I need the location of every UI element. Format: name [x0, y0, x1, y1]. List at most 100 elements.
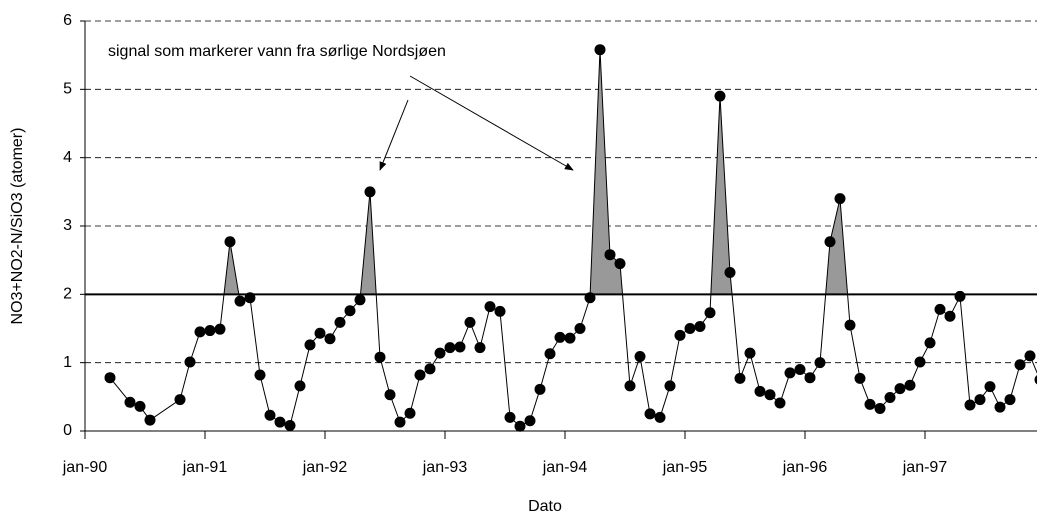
point	[674, 329, 686, 341]
point	[974, 394, 986, 406]
x-tick-label: jan-93	[422, 459, 468, 476]
point	[914, 356, 926, 368]
point	[564, 332, 576, 344]
point	[184, 356, 196, 368]
point	[134, 400, 146, 412]
point	[434, 347, 446, 359]
point	[804, 372, 816, 384]
point	[594, 44, 606, 56]
point	[624, 380, 636, 392]
point	[254, 369, 266, 381]
y-tick-label: 4	[63, 149, 72, 166]
point	[604, 249, 616, 261]
point	[1034, 375, 1037, 385]
point	[354, 294, 366, 306]
x-tick-label: jan-92	[302, 459, 348, 476]
point	[574, 323, 586, 334]
point	[464, 316, 476, 328]
point	[514, 420, 526, 432]
y-tick-label: 3	[63, 217, 72, 234]
point	[384, 389, 396, 401]
point	[334, 316, 346, 328]
point	[764, 389, 776, 401]
point	[484, 301, 496, 313]
x-tick-label: jan-95	[662, 459, 708, 476]
y-tick-label: 5	[63, 81, 72, 98]
point	[444, 342, 456, 354]
point	[844, 319, 856, 331]
point	[834, 193, 846, 205]
point	[784, 367, 796, 379]
point	[684, 323, 696, 334]
point	[704, 307, 716, 319]
point	[924, 337, 936, 349]
y-tick-label: 1	[63, 354, 72, 371]
point	[124, 396, 136, 408]
point	[774, 397, 786, 409]
point	[324, 333, 336, 345]
point	[454, 341, 466, 353]
point	[874, 402, 886, 414]
point	[394, 416, 406, 428]
point	[724, 266, 736, 278]
point	[524, 415, 536, 427]
point	[504, 411, 516, 423]
point	[824, 236, 836, 248]
arrow	[379, 99, 409, 171]
point	[944, 310, 956, 322]
point	[174, 394, 186, 406]
point	[954, 290, 966, 302]
y-tick-label: 6	[63, 12, 72, 29]
point	[234, 295, 246, 307]
y-tick-label: 0	[63, 422, 72, 439]
point	[934, 303, 946, 315]
point	[894, 383, 906, 395]
point	[294, 380, 306, 392]
point	[734, 372, 746, 384]
y-tick-label: 2	[63, 286, 72, 303]
point	[714, 90, 726, 102]
point	[884, 392, 896, 404]
point	[414, 369, 426, 381]
signal-clip	[110, 49, 1037, 295]
point	[194, 326, 206, 338]
point	[634, 351, 646, 363]
point	[814, 357, 826, 369]
point	[474, 342, 486, 354]
point	[374, 351, 386, 363]
x-tick-label: jan-96	[782, 459, 828, 476]
point	[494, 305, 506, 317]
point	[534, 383, 546, 395]
point	[664, 380, 676, 392]
point	[854, 372, 866, 384]
point	[744, 347, 756, 359]
point	[864, 398, 876, 410]
annotation: signal som markerer vann fra sørlige Nor…	[108, 43, 446, 60]
point	[994, 401, 1006, 413]
point	[1014, 359, 1026, 371]
x-tick-label: jan-90	[62, 459, 108, 476]
point	[264, 409, 276, 421]
point	[794, 364, 806, 375]
point	[404, 407, 416, 419]
point	[754, 385, 766, 397]
y-axis-label: NO3+NO2-N/SiO3 (atomer)	[9, 128, 26, 325]
point	[144, 414, 156, 426]
point	[1024, 350, 1036, 362]
point	[544, 348, 556, 360]
x-tick-label: jan-91	[182, 459, 228, 476]
point	[984, 381, 996, 393]
point	[614, 258, 626, 270]
point	[304, 339, 316, 351]
series-line	[109, 49, 1037, 427]
point	[314, 327, 326, 339]
signal-area	[110, 49, 1037, 295]
point	[964, 399, 976, 411]
point	[694, 320, 706, 332]
point	[1004, 394, 1016, 406]
point	[224, 236, 236, 248]
point	[204, 325, 216, 337]
point	[104, 372, 116, 384]
point	[644, 408, 656, 420]
